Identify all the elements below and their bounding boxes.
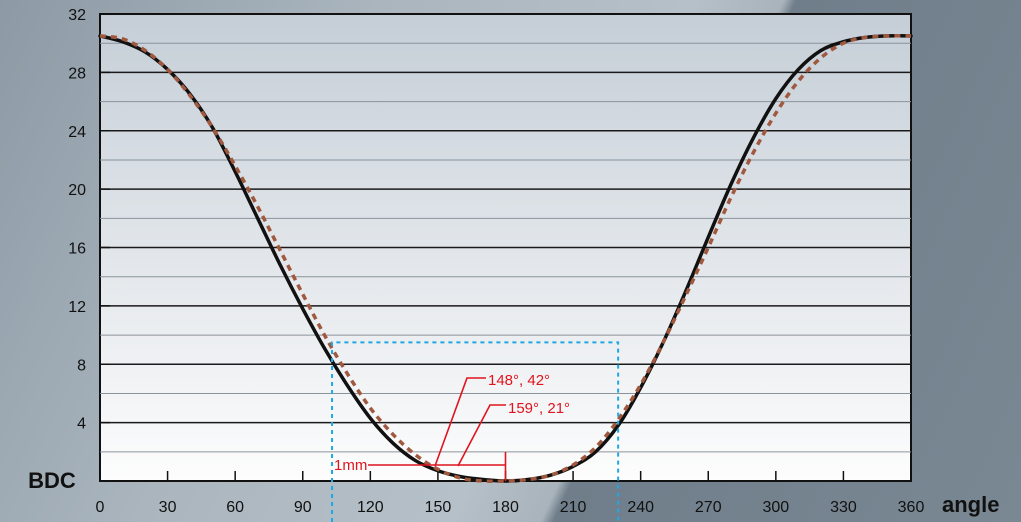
x-tick-label: 30 [159, 499, 177, 516]
x-tick-label: 240 [627, 499, 654, 516]
y-tick-label: 24 [68, 124, 86, 141]
x-tick-label: 180 [492, 499, 519, 516]
x-tick-label: 90 [294, 499, 312, 516]
x-tick-label: 360 [898, 499, 925, 516]
gridlines [100, 42, 911, 453]
y-tick-label: 12 [68, 299, 86, 316]
y-tick-label: 20 [68, 182, 86, 199]
y-tick-label: 8 [77, 357, 86, 374]
leader-159 [457, 404, 506, 467]
y-tick-label: 28 [68, 65, 86, 82]
x-tick-label: 300 [762, 499, 789, 516]
series-line-dashed [99, 34, 912, 484]
x-tick-label: 210 [560, 499, 587, 516]
x-tick-label: 330 [830, 499, 857, 516]
highlight-box [331, 341, 620, 522]
y-axis-title: BDC [28, 468, 76, 493]
annotation-159: 159°, 21° [508, 400, 570, 417]
x-tick-label: 0 [96, 499, 105, 516]
leader-148 [434, 377, 486, 467]
x-tick-label: 120 [357, 499, 384, 516]
x-tick-label: 150 [425, 499, 452, 516]
annotation-148: 148°, 42° [488, 372, 550, 389]
y-axis: 4 8 12 16 20 24 28 32 [68, 7, 110, 433]
x-tick-label: 60 [226, 499, 244, 516]
y-tick-label: 4 [77, 416, 86, 433]
x-tick-label: 270 [695, 499, 722, 516]
x-axis-title: angle [942, 492, 999, 517]
highlight-box-outline [331, 341, 620, 522]
y-tick-label: 32 [68, 7, 86, 24]
x-axis: 0 30 60 90 120 150 180 210 240 270 300 330 360 [96, 471, 925, 516]
annotation-1mm: 1mm [334, 457, 367, 474]
annotations [368, 377, 507, 481]
y-tick-label: 16 [68, 241, 86, 258]
